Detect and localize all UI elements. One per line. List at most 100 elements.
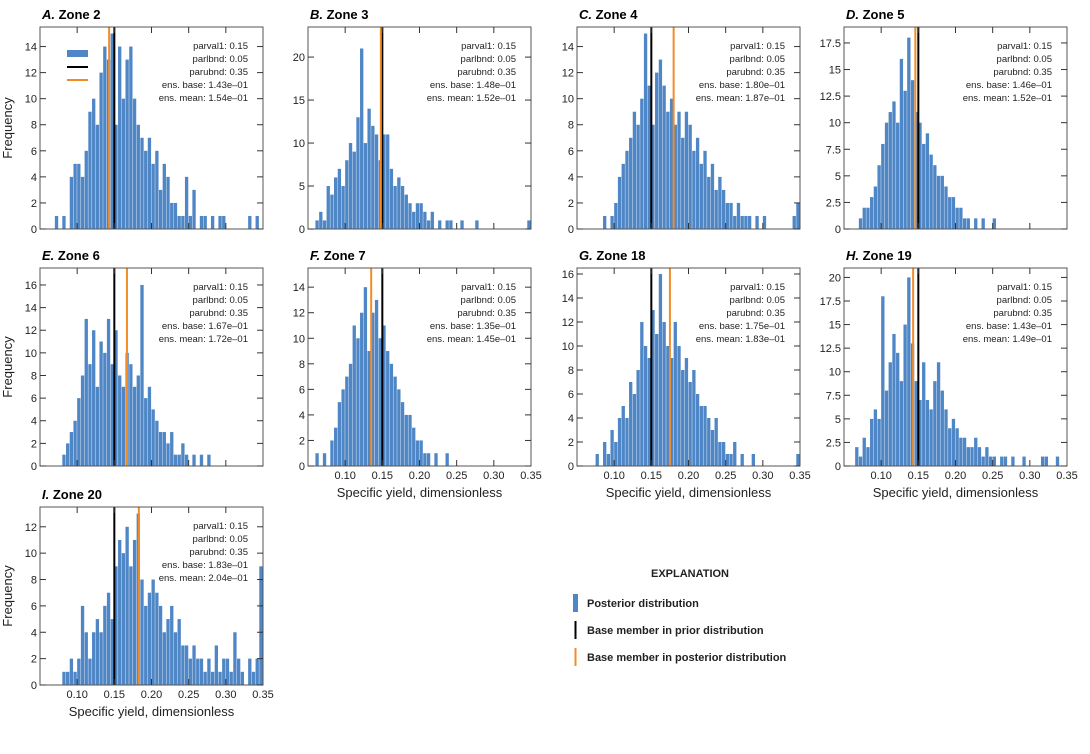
histogram-bar [475,220,479,229]
stat-annotation: ens. mean: 1.49e‒01 [963,334,1052,345]
histogram-bar [873,409,878,466]
histogram-bar [974,437,978,466]
histogram-bar [378,338,382,466]
histogram-bar [412,427,416,466]
stat-annotation: ens. base: 1.80e‒01 [699,80,785,91]
histogram-bar [181,645,185,685]
y-tick-label: 0 [568,224,574,236]
histogram-bar [747,215,752,229]
panel-h: H. Zone 19 0 2.5 5 7.5 10 12.5 15 17.5 20 0.10 0.15… [820,248,1078,500]
y-tick-label: 5 [299,181,305,193]
histogram-bar [870,418,874,466]
histogram-bar [725,454,729,466]
histogram-bar [334,427,338,466]
histogram-bar [695,137,700,229]
histogram-bar [907,277,911,466]
histogram-bar [948,197,952,229]
x-tick-label: 0.20 [945,470,966,482]
y-tick-label: 2 [31,438,37,450]
histogram-bar [222,658,226,685]
histogram-bar [255,215,259,229]
y-tick-label: 4 [568,413,574,425]
histogram-bar [955,428,959,466]
y-tick-label: 20 [829,272,841,284]
histogram-bar [337,402,342,466]
y-tick-label: 0 [299,461,305,473]
x-tick-label: 0.15 [104,689,125,701]
histogram-bar [959,207,963,229]
histogram-bar [940,175,944,229]
x-tick-label: 0.35 [1056,470,1077,482]
y-tick-label: 14 [562,293,574,305]
histogram-bar [892,334,896,466]
y-axis-label: Frequency [0,336,15,398]
panel-zone: Zone 4 [592,7,638,22]
histogram-bar [438,220,442,229]
histogram-bar [259,566,263,685]
y-tick-label: 14 [25,303,37,315]
histogram-bar [684,111,689,229]
y-tick-label: 16 [562,269,574,281]
y-tick-label: 8 [568,365,574,377]
y-tick-label: 2.5 [826,197,841,209]
stat-annotation: parlbnd: 0.05 [997,54,1052,65]
histogram-bar [210,671,215,685]
histogram-bar [992,456,996,466]
x-tick-label: 0.15 [641,470,662,482]
histogram-bar [710,430,715,466]
panel-title: I. Zone 20 [42,487,102,502]
histogram-bar [636,124,640,229]
histogram-bar [352,325,356,466]
histogram-bar [84,632,88,685]
histogram-bar [345,160,349,229]
histogram-bar [903,90,907,229]
histogram-bar [132,386,137,466]
y-tick-label: 4 [31,416,37,428]
histogram-bar [166,619,170,685]
histogram-bar [918,400,922,466]
histogram-bar [866,447,870,466]
histogram-bar [144,150,148,229]
histogram-bar [527,220,531,229]
stat-annotation: ens. mean: 1.87e‒01 [696,93,785,104]
legend-item-label: Posterior distribution [587,598,699,610]
histogram-bar [207,454,211,466]
y-tick-label: 10 [562,341,574,353]
histogram-bar [162,163,166,229]
histogram-bar [69,658,74,685]
stat-annotation: ens. mean: 1.54e‒01 [159,93,248,104]
histogram-bar [173,454,178,466]
histogram-bar [617,418,622,466]
histogram-bar [677,111,681,229]
histogram-bar [158,189,163,229]
panel-g: G. Zone 18 0 2 4 6 8 10 12 14 16 0.10 0.15 0.20 0.25 0… [562,248,811,500]
histogram-bar [636,370,640,466]
histogram-bar [147,137,152,229]
histogram-bar [136,375,140,466]
histogram-bar [199,215,204,229]
histogram-bar [121,553,126,685]
histogram-bar [374,134,379,229]
histogram-bar [647,358,651,466]
histogram-bar [192,645,196,685]
histogram-bar [132,98,137,229]
histogram-bar [73,420,77,466]
histogram-bar [643,346,648,466]
stat-annotation: ens. mean: 1.52e‒01 [427,93,516,104]
x-tick-label: 0.10 [870,470,891,482]
stat-annotation: ens. base: 1.46e‒01 [966,80,1052,91]
y-tick-label: 2 [568,437,574,449]
histogram-bar [988,456,993,466]
histogram-bar [899,381,904,466]
panel-letter: E. [42,248,54,263]
histogram-bar [936,175,941,229]
y-tick-label: 5 [835,414,841,426]
y-tick-label: 15 [293,95,305,107]
panel-b: B. Zone 3 0 5 10 15 20 parval1: 0.15 parlbnd: 0… [293,7,532,236]
histogram-bar [884,122,889,229]
histogram-bar [1022,456,1026,466]
x-tick-label: 0.35 [252,689,273,701]
x-tick-label: 0.20 [678,470,699,482]
histogram-bar [147,592,152,685]
y-tick-label: 12 [25,522,37,534]
